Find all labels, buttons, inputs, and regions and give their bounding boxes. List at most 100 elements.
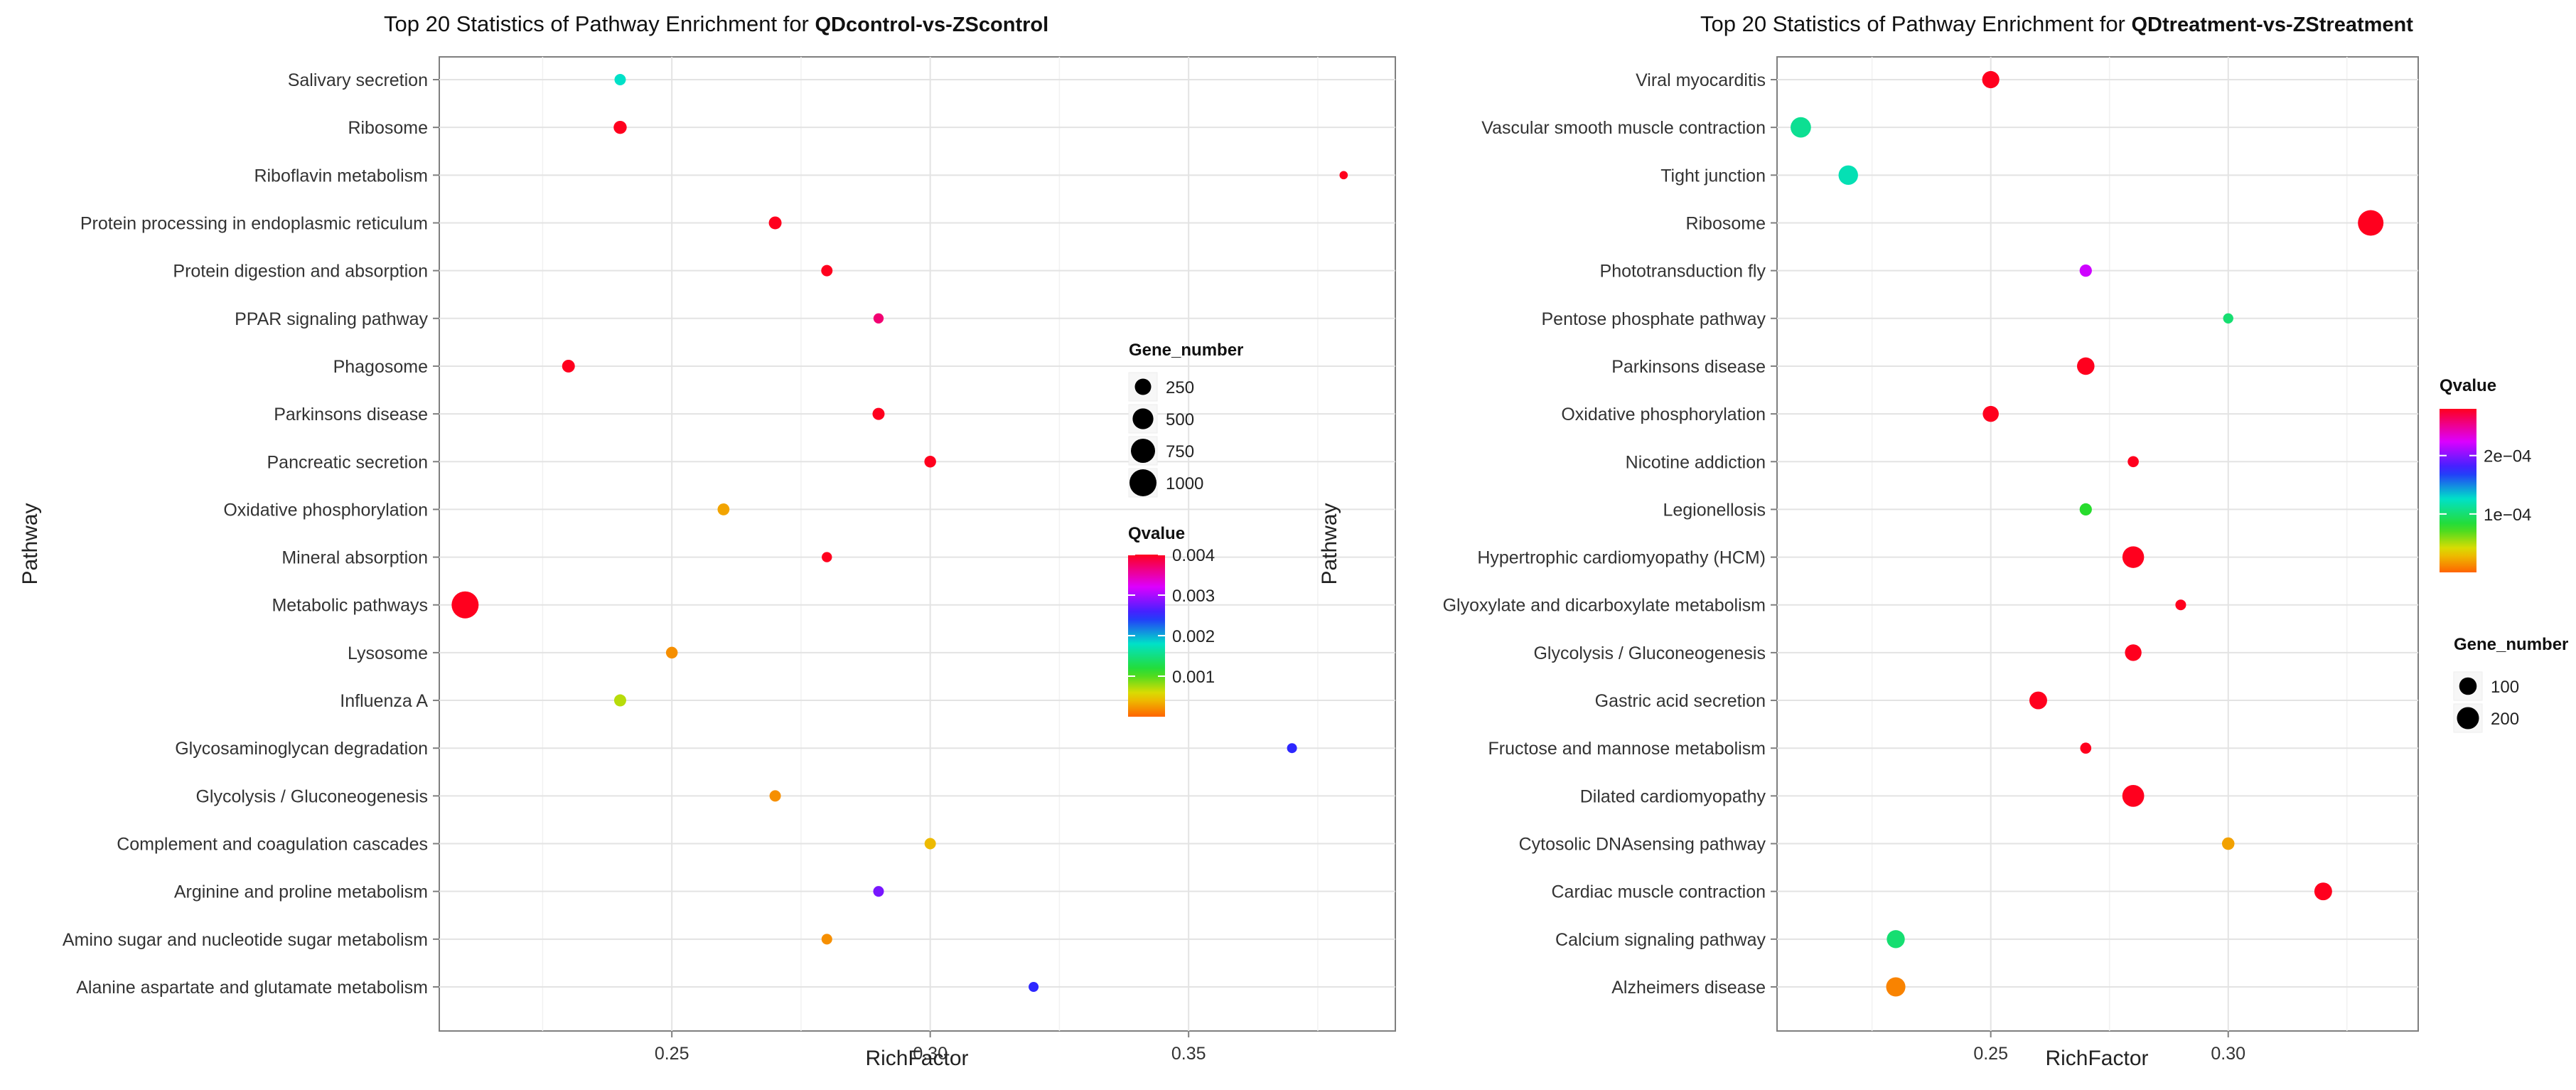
color-legend-label: 0.003 (1172, 587, 1215, 606)
y-tick-label: Protein processing in endoplasmic reticu… (80, 213, 428, 233)
data-point (924, 838, 936, 850)
chart-title: Top 20 Statistics of Pathway Enrichment … (1700, 11, 2413, 36)
y-tick-label: Glycolysis / Gluconeogenesis (1533, 643, 1766, 663)
data-point (2122, 784, 2145, 807)
x-axis-title: RichFactor (865, 1047, 968, 1070)
y-tick-label: Dilated cardiomyopathy (1580, 786, 1766, 806)
y-tick-label: Ribosome (1685, 213, 1766, 233)
size-legend-swatch (1129, 469, 1156, 496)
y-tick-label: Glycolysis / Gluconeogenesis (195, 786, 428, 806)
size-legend-swatch (2457, 707, 2479, 730)
chart-panel-2: Top 20 Statistics of Pathway Enrichment … (1318, 11, 2568, 1070)
data-point (873, 886, 884, 897)
data-point (2080, 742, 2092, 754)
y-tick-label: Legionellosis (1663, 500, 1766, 520)
size-legend-label: 500 (1166, 410, 1194, 429)
size-legend-label: 750 (1166, 442, 1194, 461)
color-legend-title: Qvalue (2440, 376, 2496, 395)
data-point (613, 120, 627, 134)
data-point (2077, 357, 2095, 375)
data-point (2223, 313, 2233, 324)
x-tick-label: 0.25 (655, 1044, 689, 1064)
data-point (1982, 70, 2000, 89)
data-point (2175, 599, 2186, 611)
size-legend-label: 1000 (1166, 474, 1203, 493)
y-tick-label: Phototransduction fly (1600, 262, 1766, 282)
color-legend-bar (2440, 409, 2476, 572)
y-tick-label: Pancreatic secretion (267, 452, 428, 472)
y-tick-label: Hypertrophic cardiomyopathy (HCM) (1477, 548, 1766, 568)
data-point (562, 359, 575, 373)
y-tick-label: Gastric acid secretion (1595, 691, 1766, 711)
y-tick-label: Parkinsons disease (1611, 357, 1766, 377)
x-tick-label: 0.35 (1171, 1044, 1206, 1064)
y-tick-label: Metabolic pathways (272, 596, 428, 616)
y-tick-label: Glyoxylate and dicarboxylate metabolism (1443, 596, 1766, 616)
y-tick-label: Amino sugar and nucleotide sugar metabol… (63, 930, 428, 950)
x-axis-title: RichFactor (2045, 1047, 2148, 1070)
data-point (2029, 691, 2047, 710)
data-point (769, 790, 781, 802)
chart-title-prefix: Top 20 Statistics of Pathway Enrichment … (384, 11, 815, 36)
data-point (2125, 644, 2142, 661)
x-tick-label: 0.30 (913, 1044, 948, 1064)
data-point (2122, 546, 2145, 568)
y-tick-label: Nicotine addiction (1626, 452, 1766, 472)
data-point (1982, 405, 1999, 422)
y-tick-label: Riboflavin metabolism (254, 166, 428, 186)
y-tick-label: Fructose and mannose metabolism (1488, 739, 1766, 759)
color-legend-label: 0.002 (1172, 627, 1215, 646)
size-legend-title: Gene_number (1129, 341, 1243, 360)
y-tick-label: Salivary secretion (288, 70, 428, 90)
color-legend-label: 0.004 (1172, 546, 1215, 565)
data-point (1287, 743, 1297, 754)
size-legend-swatch (1132, 408, 1154, 429)
size-legend-swatch (1131, 439, 1155, 463)
y-tick-label: Cytosolic DNAsensing pathway (1519, 835, 1766, 855)
size-legend-label: 100 (2491, 678, 2519, 697)
chart-title-comparison: QDcontrol-vs-ZScontrol (815, 14, 1049, 36)
data-point (2221, 837, 2235, 850)
y-tick-label: Complement and coagulation cascades (117, 835, 428, 855)
y-tick-label: Protein digestion and absorption (173, 262, 428, 282)
data-point (1887, 930, 1905, 949)
chart-title: Top 20 Statistics of Pathway Enrichment … (384, 11, 1048, 36)
x-tick-label: 0.30 (2211, 1044, 2245, 1064)
size-legend-label: 250 (1166, 378, 1194, 397)
y-tick-label: Cardiac muscle contraction (1551, 882, 1766, 902)
data-point (873, 313, 884, 324)
y-tick-label: Glycosaminoglycan degradation (175, 739, 428, 759)
data-point (717, 503, 730, 515)
data-point (665, 646, 678, 659)
chart-panel-1: Top 20 Statistics of Pathway Enrichment … (18, 11, 1396, 1070)
chart-title-prefix: Top 20 Statistics of Pathway Enrichment … (1700, 11, 2132, 36)
data-point (1791, 117, 1811, 138)
y-tick-label: Calcium signaling pathway (1555, 930, 1766, 950)
x-tick-label: 0.25 (1973, 1044, 2008, 1064)
data-point (2358, 210, 2384, 236)
y-tick-label: Pentose phosphate pathway (1541, 309, 1766, 329)
color-legend-label: 1e−04 (2484, 506, 2531, 525)
y-tick-label: Oxidative phosphorylation (1561, 405, 1766, 424)
data-point (872, 407, 885, 420)
y-tick-label: Lysosome (348, 643, 428, 663)
data-point (451, 591, 479, 619)
color-legend-title: Qvalue (1128, 524, 1185, 543)
data-point (768, 216, 782, 230)
data-point (613, 694, 626, 707)
size-legend-title: Gene_number (2454, 635, 2568, 654)
data-point (2314, 882, 2332, 901)
size-legend-swatch (2459, 677, 2477, 695)
y-tick-label: PPAR signaling pathway (235, 309, 428, 329)
y-tick-label: Ribosome (348, 118, 428, 138)
data-point (2079, 265, 2092, 277)
y-axis-title: Pathway (18, 503, 42, 584)
color-legend-label: 2e−04 (2484, 447, 2531, 466)
y-tick-label: Parkinsons disease (274, 405, 428, 424)
y-tick-label: Influenza A (340, 691, 428, 711)
plot-panel (439, 56, 1396, 1032)
y-tick-label: Mineral absorption (281, 548, 428, 568)
data-point (1838, 165, 1858, 186)
y-tick-label: Arginine and proline metabolism (174, 882, 428, 902)
